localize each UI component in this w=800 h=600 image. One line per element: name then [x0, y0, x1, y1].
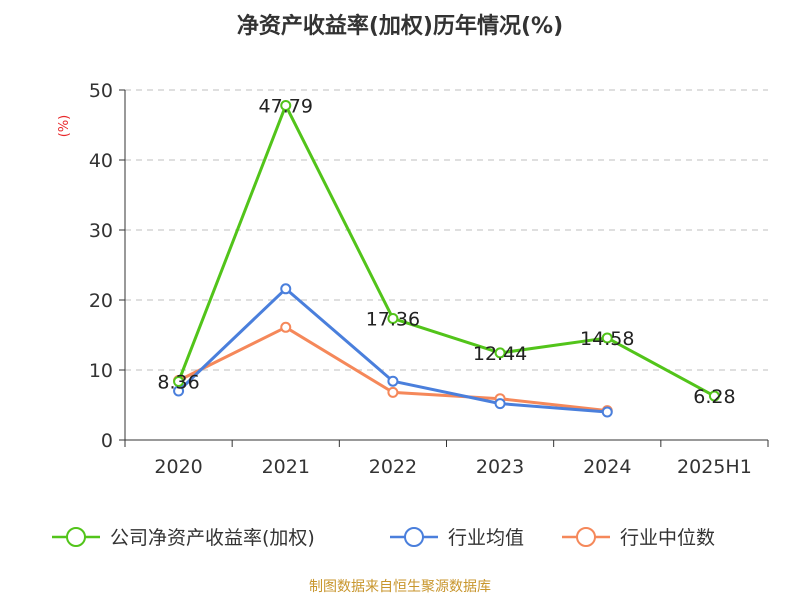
x-tick-label: 2022: [369, 456, 417, 478]
series-line: [177, 325, 608, 413]
data-point: [387, 386, 399, 398]
legend-item: 行业中位数: [562, 527, 715, 549]
legend-label: 公司净资产收益率(加权): [110, 527, 315, 549]
data-point: [494, 347, 506, 359]
series-line: [177, 103, 716, 398]
legend-item: 行业均值: [390, 527, 524, 549]
data-point: [601, 332, 613, 344]
data-labels: 8.36 47.79 17.36 12.44 14.58 6.28: [157, 95, 735, 408]
data-point: [494, 398, 506, 410]
legend-marker: [404, 527, 424, 547]
data-point: [387, 375, 399, 387]
data-label: 8.36: [157, 371, 199, 393]
series-lines: [173, 99, 720, 418]
axes: 0 10 20 30 40 50 2020 2021 2022 2023 2024 2025H1: [89, 80, 769, 478]
data-label: 17.36: [366, 308, 420, 330]
y-tick-label: 10: [89, 360, 113, 382]
y-tick-label: 40: [89, 150, 113, 172]
data-point: [173, 375, 185, 387]
legend-marker: [66, 527, 86, 547]
x-tick-label: 2024: [583, 456, 631, 478]
legend-marker: [576, 527, 596, 547]
legend-label: 行业均值: [448, 527, 524, 549]
y-axis-unit: (%): [57, 115, 72, 138]
data-label: 6.28: [693, 386, 735, 408]
legend-label: 行业中位数: [620, 527, 715, 549]
data-point: [280, 321, 292, 333]
data-point: [387, 312, 399, 324]
y-tick-label: 0: [101, 430, 113, 452]
data-label: 14.58: [580, 328, 634, 350]
data-point: [280, 283, 292, 295]
y-tick-label: 20: [89, 290, 113, 312]
legend: 公司净资产收益率(加权) 行业均值 行业中位数: [52, 527, 715, 549]
data-point: [708, 390, 720, 402]
x-tick-label: 2020: [154, 456, 202, 478]
data-point: [601, 406, 613, 418]
x-tick-label: 2025H1: [677, 456, 752, 478]
grid-lines: [125, 89, 768, 371]
y-tick-label: 50: [89, 80, 113, 102]
data-point: [280, 99, 292, 111]
x-tick-label: 2021: [262, 456, 310, 478]
chart-title: 净资产收益率(加权)历年情况(%): [237, 13, 563, 39]
y-tick-label: 30: [89, 220, 113, 242]
data-source-note: 制图数据来自恒生聚源数据库: [309, 579, 491, 595]
data-label: 47.79: [259, 95, 313, 117]
legend-item: 公司净资产收益率(加权): [52, 527, 315, 549]
data-label: 12.44: [473, 343, 527, 365]
x-tick-label: 2023: [476, 456, 524, 478]
